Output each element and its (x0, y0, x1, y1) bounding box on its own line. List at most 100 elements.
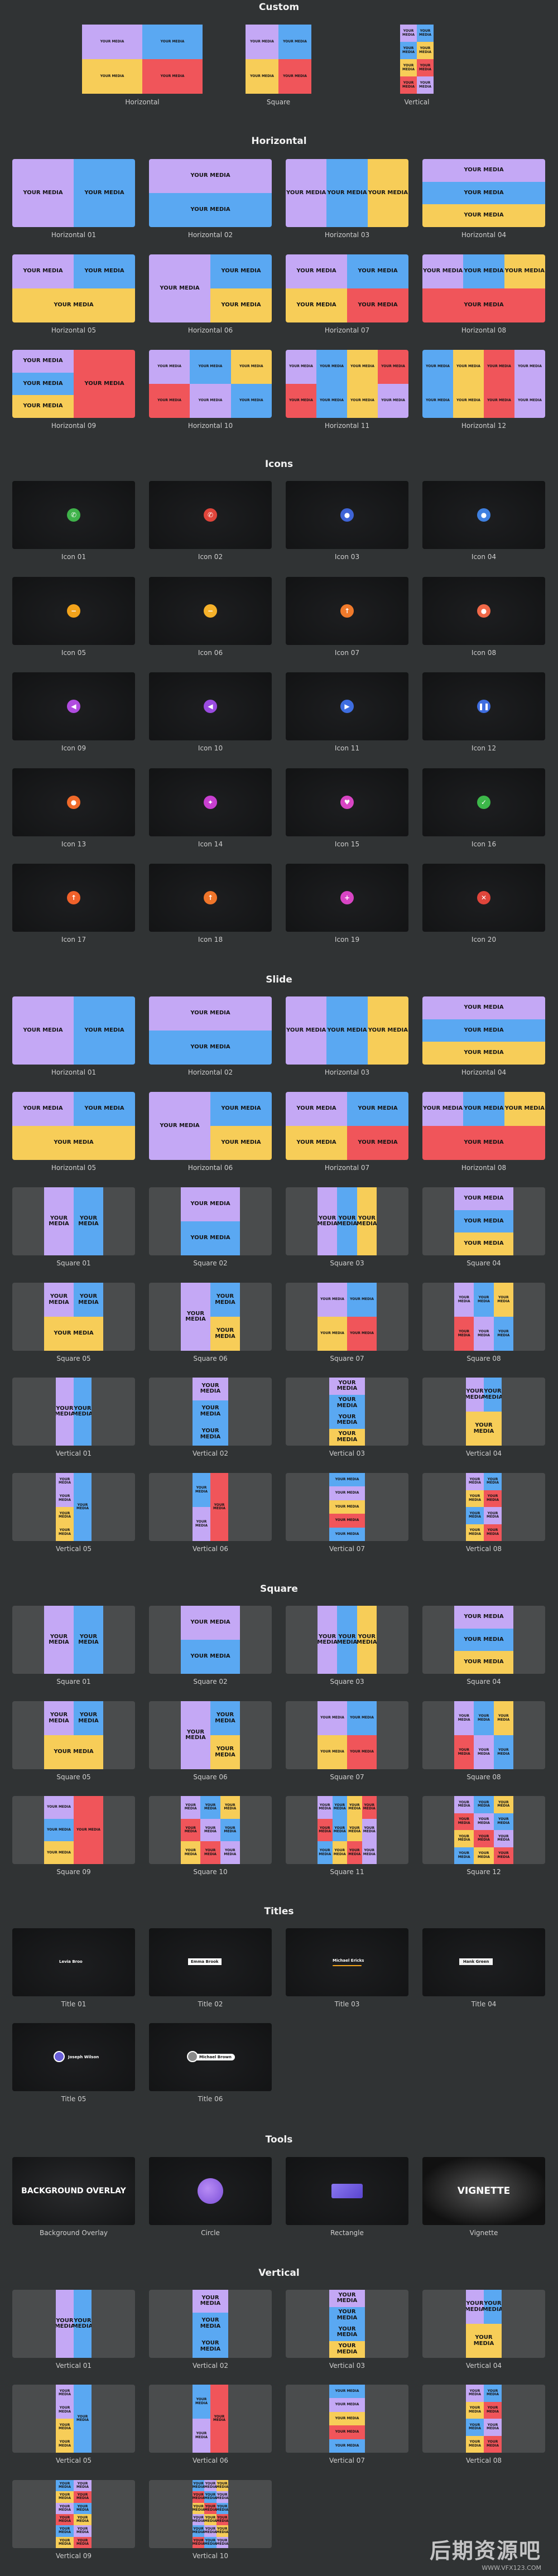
icon-preset-card[interactable]: ◀ (12, 672, 135, 740)
square-preset-card[interactable]: YOUR MEDIA YOUR MEDIA YOUR MEDIA YOUR MEDIA… (422, 1701, 545, 1769)
slide-preset-card[interactable]: YOUR MEDIA YOUR MEDIA (12, 1378, 135, 1446)
slide-preset-card[interactable]: YOUR MEDIA YOUR MEDIA YOUR MEDIA (149, 1473, 272, 1541)
square-preset-card[interactable]: YOUR MEDIA YOUR MEDIA YOUR MEDIA (149, 1701, 272, 1769)
horizontal-preset-card[interactable]: YOUR MEDIA YOUR MEDIA YOUR MEDIA YOUR MEDIA… (286, 350, 408, 418)
slide-preset-card[interactable]: YOUR MEDIA YOUR MEDIA (12, 996, 135, 1065)
horizontal-preset-card[interactable]: YOUR MEDIA YOUR MEDIA (12, 159, 135, 227)
slide-preset-card[interactable]: YOUR MEDIA YOUR MEDIA YOUR MEDIA YOUR MEDIA (422, 1092, 545, 1160)
media-placeholder: YOUR MEDIA (474, 1283, 494, 1317)
horizontal-preset-card[interactable]: YOUR MEDIA YOUR MEDIA YOUR MEDIA (149, 254, 272, 322)
horizontal-preset-card[interactable]: YOUR MEDIA YOUR MEDIA YOUR MEDIA YOUR MEDIA… (149, 350, 272, 418)
slide-preset-card[interactable]: YOUR MEDIA YOUR MEDIA YOUR MEDIA (12, 1283, 135, 1351)
title-preset-card[interactable]: Michael Brown (149, 2023, 272, 2091)
slide-preset-card[interactable]: YOUR MEDIA YOUR MEDIA YOUR MEDIA YOUR MEDIA (286, 1092, 408, 1160)
horizontal-preset-card[interactable]: YOUR MEDIA YOUR MEDIA (149, 159, 272, 227)
icon-preset-card[interactable]: ↑ (286, 577, 408, 645)
icon-preset-card[interactable]: − (149, 577, 272, 645)
tool-preset-card[interactable]: VIGNETTE (422, 2157, 545, 2225)
vertical-preset-card[interactable]: YOUR MEDIA YOUR MEDIA YOUR MEDIA YOUR MEDIA… (286, 2385, 408, 2453)
slide-preset-card[interactable]: YOUR MEDIA YOUR MEDIA YOUR MEDIA (149, 1092, 272, 1160)
square-preset-card[interactable]: YOUR MEDIA YOUR MEDIA YOUR MEDIA YOUR MEDIA (286, 1701, 408, 1769)
tool-preset-card[interactable] (286, 2157, 408, 2225)
slide-preset-card[interactable]: YOUR MEDIA YOUR MEDIA YOUR MEDIA YOUR MEDIA (286, 1283, 408, 1351)
slide-preset-card[interactable]: YOUR MEDIA YOUR MEDIA (149, 1187, 272, 1255)
media-placeholder: YOUR MEDIA (466, 1507, 484, 1524)
square-preset-card[interactable]: YOUR MEDIA YOUR MEDIA YOUR MEDIA (422, 1606, 545, 1674)
media-placeholder: YOUR MEDIA (454, 1651, 513, 1674)
tool-preset-card[interactable]: BACKGROUND OVERLAY (12, 2157, 135, 2225)
square-preset-card[interactable]: YOUR MEDIA YOUR MEDIA YOUR MEDIA (12, 1701, 135, 1769)
square-preset-card[interactable]: YOUR MEDIA YOUR MEDIA (149, 1606, 272, 1674)
horizontal-preset-card[interactable]: YOUR MEDIA YOUR MEDIA YOUR MEDIA (422, 159, 545, 227)
horizontal-preset-card[interactable]: YOUR MEDIA YOUR MEDIA YOUR MEDIA YOUR MEDIA (286, 254, 408, 322)
custom-vertical-card[interactable]: YOUR MEDIA YOUR MEDIA YOUR MEDIA YOUR MEDIA… (400, 25, 434, 94)
icon-preset-card[interactable]: ◀ (149, 672, 272, 740)
title-preset-card[interactable]: Emma Brook (149, 1928, 272, 1996)
square-preset-card[interactable]: YOUR MEDIA YOUR MEDIA YOUR MEDIA (286, 1606, 408, 1674)
vertical-preset-card[interactable]: YOUR MEDIA YOUR MEDIA YOUR MEDIA YOUR MEDIA… (12, 2480, 135, 2548)
icon-preset-card[interactable]: ✕ (422, 864, 545, 932)
horizontal-preset-card[interactable]: YOUR MEDIA YOUR MEDIA YOUR MEDIA YOUR MEDIA… (422, 350, 545, 418)
vertical-preset-card[interactable]: YOUR MEDIA YOUR MEDIA YOUR MEDIA YOUR MEDIA… (149, 2480, 272, 2548)
icon-preset-card[interactable]: ● (422, 577, 545, 645)
horizontal-preset-card[interactable]: YOUR MEDIA YOUR MEDIA YOUR MEDIA (286, 159, 408, 227)
custom-horizontal-card[interactable]: YOUR MEDIA YOUR MEDIA YOUR MEDIA YOUR MEDIA (82, 25, 203, 94)
icon-preset-card[interactable]: + (286, 864, 408, 932)
horizontal-preset-card[interactable]: YOUR MEDIA YOUR MEDIA YOUR MEDIA (12, 254, 135, 322)
slide-preset-card[interactable]: YOUR MEDIA YOUR MEDIA (12, 1187, 135, 1255)
icon-preset-card[interactable]: ❚❚ (422, 672, 545, 740)
vertical-preset-card[interactable]: YOUR MEDIA YOUR MEDIA YOUR MEDIA YOUR MEDIA… (422, 2385, 545, 2453)
square-preset-card[interactable]: YOUR MEDIA YOUR MEDIA (12, 1606, 135, 1674)
vertical-preset-card[interactable]: YOUR MEDIA YOUR MEDIA YOUR MEDIA YOUR MEDIA… (12, 2385, 135, 2453)
icon-preset-card[interactable]: ✆ (12, 481, 135, 549)
icon-preset-card[interactable]: ↑ (149, 864, 272, 932)
vertical-preset-card[interactable]: YOUR MEDIA YOUR MEDIA YOUR MEDIA (149, 2385, 272, 2453)
media-placeholder: YOUR MEDIA (74, 2480, 92, 2492)
vertical-preset-card[interactable]: YOUR MEDIA YOUR MEDIA (12, 2290, 135, 2358)
square-preset-card[interactable]: YOUR MEDIA YOUR MEDIA YOUR MEDIA YOUR MEDIA… (149, 1796, 272, 1864)
vertical-preset-card[interactable]: YOUR MEDIA YOUR MEDIA YOUR MEDIA YOUR MEDIA (286, 2290, 408, 2358)
icon-preset-card[interactable]: ● (12, 768, 135, 836)
vertical-preset-card[interactable]: YOUR MEDIA YOUR MEDIA YOUR MEDIA (422, 2290, 545, 2358)
title-preset-card[interactable]: Hank Green (422, 1928, 545, 1996)
slide-preset-card[interactable]: YOUR MEDIA YOUR MEDIA YOUR MEDIA (422, 996, 545, 1065)
slide-preset-card[interactable]: YOUR MEDIA YOUR MEDIA YOUR MEDIA (286, 996, 408, 1065)
tool-preset-card[interactable] (149, 2157, 272, 2225)
square-preset-card[interactable]: YOUR MEDIA YOUR MEDIA YOUR MEDIA YOUR MEDIA (12, 1796, 135, 1864)
icon-preset-card[interactable]: ● (286, 481, 408, 549)
vertical-preset-card[interactable]: YOUR MEDIA YOUR MEDIA YOUR MEDIA (149, 2290, 272, 2358)
slide-preset-card[interactable]: YOUR MEDIA YOUR MEDIA YOUR MEDIA (422, 1187, 545, 1255)
icon-preset-card[interactable]: ✦ (149, 768, 272, 836)
icon-preset-card[interactable]: ✓ (422, 768, 545, 836)
title-preset-card[interactable]: Joseph Wilson (12, 2023, 135, 2091)
title-preset-card[interactable]: Michael Ericks (286, 1928, 408, 1996)
slide-preset-card[interactable]: YOUR MEDIA YOUR MEDIA YOUR MEDIA YOUR MEDIA… (12, 1473, 135, 1541)
preset-label: Vertical 10 (192, 2552, 228, 2560)
media-placeholder: YOUR MEDIA (216, 2480, 228, 2492)
slide-preset-card[interactable]: YOUR MEDIA YOUR MEDIA YOUR MEDIA YOUR MEDIA (286, 1378, 408, 1446)
title-preset-card[interactable]: Levia Broo (12, 1928, 135, 1996)
icon-preset-card[interactable]: ▶ (286, 672, 408, 740)
slide-preset-card[interactable]: YOUR MEDIA YOUR MEDIA YOUR MEDIA (12, 1092, 135, 1160)
slide-preset-card[interactable]: YOUR MEDIA YOUR MEDIA YOUR MEDIA YOUR MEDIA… (422, 1283, 545, 1351)
slide-preset-card[interactable]: YOUR MEDIA YOUR MEDIA (149, 996, 272, 1065)
custom-square-card[interactable]: YOUR MEDIA YOUR MEDIA YOUR MEDIA YOUR MEDIA (246, 25, 311, 94)
slide-preset-card[interactable]: YOUR MEDIA YOUR MEDIA YOUR MEDIA (149, 1283, 272, 1351)
icon-preset-card[interactable]: − (12, 577, 135, 645)
media-placeholder: YOUR MEDIA (422, 181, 545, 205)
icon-preset-card[interactable]: ✆ (149, 481, 272, 549)
slide-preset-card[interactable]: YOUR MEDIA YOUR MEDIA YOUR MEDIA (422, 1378, 545, 1446)
preset-label: Icon 04 (471, 553, 497, 561)
preset-label: Vertical 08 (465, 2457, 502, 2464)
icon-preset-card[interactable]: ↑ (12, 864, 135, 932)
slide-preset-card[interactable]: YOUR MEDIA YOUR MEDIA YOUR MEDIA YOUR MEDIA… (286, 1473, 408, 1541)
square-preset-card[interactable]: YOUR MEDIA YOUR MEDIA YOUR MEDIA YOUR MEDIA… (286, 1796, 408, 1864)
square-preset-card[interactable]: YOUR MEDIA YOUR MEDIA YOUR MEDIA YOUR MEDIA… (422, 1796, 545, 1864)
slide-preset-card[interactable]: YOUR MEDIA YOUR MEDIA YOUR MEDIA (286, 1187, 408, 1255)
horizontal-preset-card[interactable]: YOUR MEDIA YOUR MEDIA YOUR MEDIA YOUR MEDIA (12, 350, 135, 418)
icon-preset-card[interactable]: ● (422, 481, 545, 549)
icon-preset-card[interactable]: ♥ (286, 768, 408, 836)
horizontal-preset-card[interactable]: YOUR MEDIA YOUR MEDIA YOUR MEDIA YOUR MEDIA (422, 254, 545, 322)
slide-preset-card[interactable]: YOUR MEDIA YOUR MEDIA YOUR MEDIA (149, 1378, 272, 1446)
slide-preset-card[interactable]: YOUR MEDIA YOUR MEDIA YOUR MEDIA YOUR MEDIA… (422, 1473, 545, 1541)
